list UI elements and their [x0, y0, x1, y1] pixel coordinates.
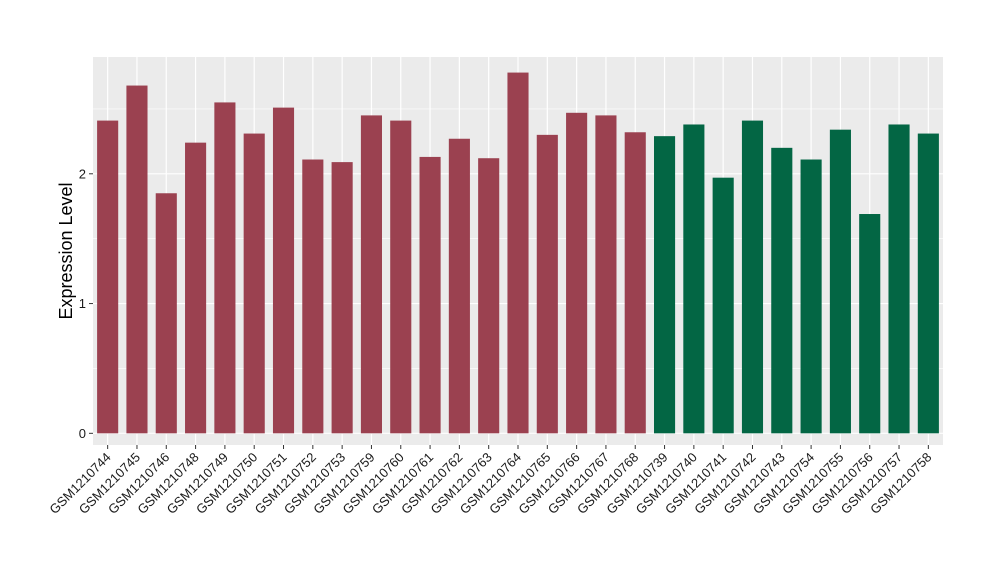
y-axis-title: Expression Level [56, 182, 76, 319]
bar [97, 120, 119, 434]
bar [478, 158, 500, 434]
bar [624, 132, 646, 434]
bar [595, 115, 617, 434]
bar [185, 142, 207, 434]
bar [741, 120, 764, 434]
bar [829, 129, 851, 434]
bar [800, 159, 822, 434]
y-axis-ticks: 0 1 2 [79, 166, 93, 441]
bar [771, 147, 793, 434]
bar [126, 85, 148, 434]
bar [507, 72, 529, 434]
y-tick-label: 1 [79, 296, 86, 311]
bar [331, 162, 353, 434]
y-tick-label: 0 [79, 426, 86, 441]
bar [390, 120, 412, 434]
bar [214, 102, 236, 434]
bar [272, 107, 295, 434]
bar [654, 136, 676, 434]
bar [566, 112, 588, 434]
bar [536, 134, 558, 434]
bar [360, 115, 382, 434]
bar [888, 124, 910, 434]
bar [712, 177, 734, 434]
bar [859, 214, 881, 434]
bar [302, 159, 324, 434]
bar [243, 133, 265, 434]
bar [419, 156, 441, 434]
bar [683, 124, 705, 434]
x-axis-ticks: GSM1210744GSM1210745GSM1210746GSM1210748… [46, 445, 934, 517]
bar [155, 193, 177, 434]
bar [917, 133, 939, 434]
bar [448, 138, 470, 434]
bars [97, 72, 939, 434]
y-tick-label: 2 [79, 166, 86, 181]
